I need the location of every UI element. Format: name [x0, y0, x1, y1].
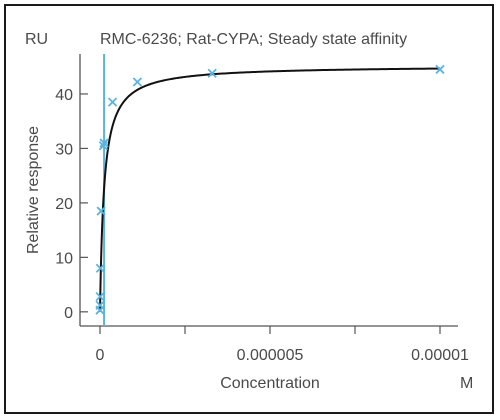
data-point-stroke	[435, 64, 445, 75]
data-point-stroke	[95, 291, 105, 302]
chart-title: RMC-6236; Rat-CYPA; Steady state affinit…	[100, 31, 407, 48]
y-tick-label: 40	[55, 87, 73, 104]
data-point-stroke	[107, 97, 118, 107]
data-point	[435, 64, 445, 75]
data-point-stroke	[95, 263, 106, 273]
data-point	[107, 97, 118, 107]
y-tick-label: 20	[55, 196, 73, 213]
data-point-stroke	[132, 77, 143, 87]
data-markers	[95, 64, 445, 315]
data-point	[132, 77, 143, 87]
data-point	[95, 263, 106, 273]
x-ticks: 0 0.000005 0.00001	[96, 326, 469, 364]
data-point-stroke	[96, 206, 106, 216]
data-point-stroke	[99, 138, 109, 148]
data-point	[98, 141, 109, 151]
data-point	[95, 291, 105, 302]
data-point	[95, 300, 105, 310]
plot-area	[79, 54, 458, 327]
fit-curve	[99, 67, 441, 312]
y-axis-label: Relative response	[25, 126, 42, 254]
data-point-stroke	[98, 141, 109, 151]
data-point	[96, 206, 106, 216]
data-point	[99, 138, 109, 148]
y-tick-label: 10	[55, 250, 73, 267]
y-tick-label: 0	[64, 305, 73, 322]
data-point-stroke	[95, 300, 105, 310]
data-point-stroke	[207, 68, 217, 78]
x-unit-label: M	[460, 375, 473, 392]
y-unit-label: RU	[25, 31, 48, 48]
x-tick-label: 0.00001	[411, 347, 469, 364]
x-axis-label: Concentration	[220, 375, 320, 392]
data-point	[207, 68, 217, 78]
y-ticks: 0 10 20 30 40	[55, 87, 88, 322]
x-tick-label: 0.000005	[237, 347, 304, 364]
y-tick-label: 30	[55, 141, 73, 158]
x-tick-label: 0	[96, 347, 105, 364]
